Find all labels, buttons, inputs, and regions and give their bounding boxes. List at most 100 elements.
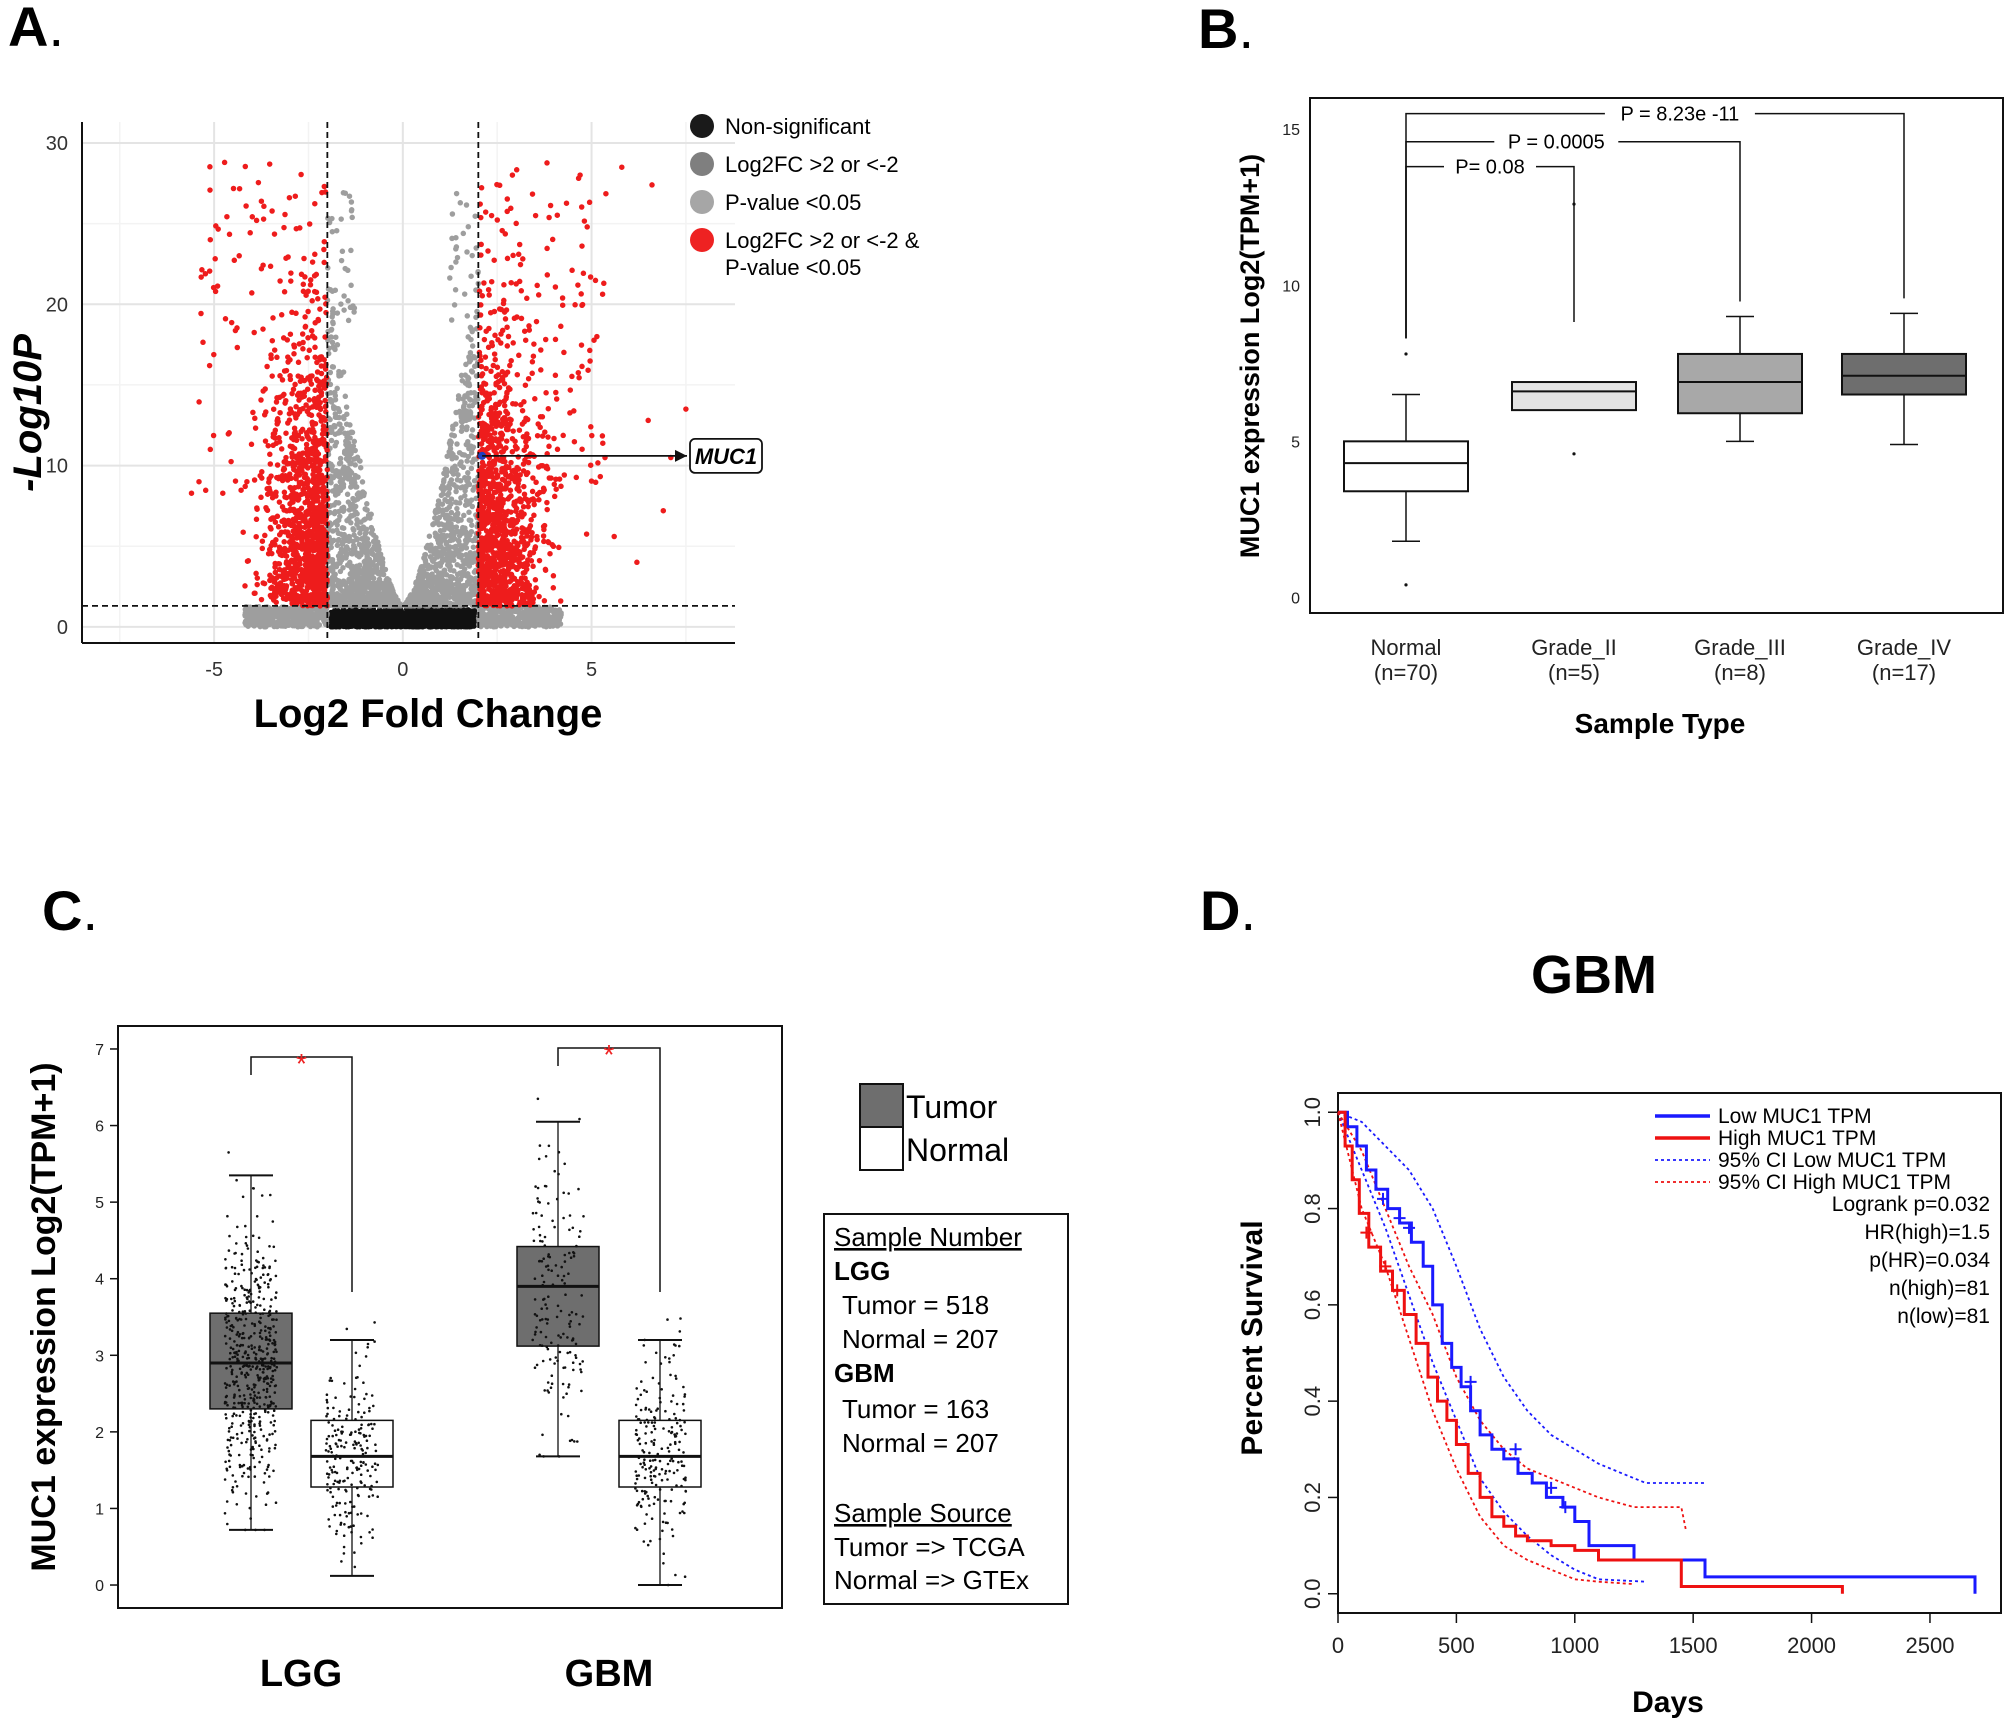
y-tick-label: 0 [95, 1578, 104, 1595]
box-gbm-normal [618, 1317, 702, 1587]
censor-mark [1393, 1212, 1406, 1225]
legend-swatch [859, 1083, 904, 1128]
plot-frame [1309, 97, 2004, 614]
censor-mark [1379, 1260, 1392, 1273]
y-tick-label: 0.0 [1300, 1578, 1325, 1609]
outlier-point [1404, 352, 1408, 356]
censor-mark [1403, 1221, 1416, 1234]
legend-label: High MUC1 TPM [1718, 1127, 1876, 1150]
iqr-box [1677, 352, 1803, 415]
x-tick-count: (n=8) [1714, 660, 1766, 685]
grade-boxplot: 0 5 10 15 Normal(n=70) Grade_II(n=5) Grade_III… [1235, 97, 2004, 739]
comparison-bracket: P= 0.08 [1405, 157, 1575, 339]
legend-swatch [859, 1126, 904, 1171]
outlier-point [1404, 583, 1408, 587]
survival-plot: GBM 0.0 0.2 0.4 0.6 0.8 1.0 0 500 1000 1500 2000 250… [1236, 945, 2002, 1719]
series-95-ci-high-lower [1337, 1112, 1635, 1585]
y-tick-label: 0.8 [1300, 1193, 1325, 1224]
p-value-label: P = 0.0005 [1508, 132, 1605, 154]
y-tick-label: 15 [1282, 122, 1300, 139]
y-tick-label: 4 [95, 1272, 104, 1289]
comparison-bracket: P = 8.23e -11 [1405, 104, 1905, 339]
x-axis-label: Sample Type [1575, 708, 1746, 739]
y-axis-label: Percent Survival [1236, 1220, 1269, 1455]
stat-label: n(high)=81 [1889, 1277, 1990, 1300]
muc1-label: MUC1 [695, 444, 757, 469]
jitter-points [531, 1097, 585, 1458]
x-tick-label: GBM [565, 1653, 654, 1695]
volcano-legend: Non-significant Log2FC >2 or <-2 P-value <… [690, 114, 920, 280]
x-axis-label: Days [1632, 1686, 1704, 1719]
iqr-box [516, 1245, 600, 1347]
y-tick-label: 0.6 [1300, 1290, 1325, 1321]
x-tick-label: 0 [397, 659, 408, 681]
x-tick-label: Normal [1371, 635, 1442, 660]
y-tick-label: 3 [95, 1348, 104, 1365]
plot-frame [117, 1025, 783, 1609]
censor-mark [1559, 1501, 1572, 1514]
iqr-box [618, 1419, 702, 1488]
significance-bracket: * [557, 1039, 661, 1292]
series-low-muc1-tpm [1338, 1110, 1977, 1594]
box-normal [1343, 352, 1469, 587]
legend-marker [690, 114, 714, 138]
x-tick-label: 2500 [1905, 1633, 1954, 1658]
y-tick-label: 6 [95, 1119, 104, 1136]
x-tick-label: LGG [260, 1653, 342, 1695]
box-lgg-normal [310, 1321, 394, 1577]
x-axis-label: Log2 Fold Change [254, 692, 603, 736]
x-tick-label: Grade_III [1694, 635, 1786, 660]
y-axis-label: MUC1 expression Log2(TPM+1) [1235, 154, 1265, 558]
censor-mark [1391, 1284, 1404, 1297]
box-gbm-tumor [516, 1097, 600, 1458]
info-lgg: LGG [834, 1256, 890, 1286]
panel-label-d: D. [1200, 879, 1257, 942]
y-tick-label: 0.4 [1300, 1386, 1325, 1417]
y-tick-label: 2 [95, 1425, 104, 1442]
legend-label: Log2FC >2 or <-2 [725, 152, 899, 177]
volcano-points [188, 159, 704, 630]
significance-bracket: * [250, 1048, 353, 1292]
censor-mark [1509, 1443, 1522, 1456]
y-tick-label: 10 [46, 456, 68, 478]
legend-label: 95% CI Low MUC1 TPM [1718, 1149, 1946, 1172]
stat-label: p(HR)=0.034 [1869, 1249, 1990, 1272]
x-tick-label: 0 [1332, 1633, 1344, 1658]
info-source-normal: Normal => GTEx [834, 1565, 1029, 1595]
y-tick-label: 0 [1291, 590, 1300, 607]
legend-marker [690, 190, 714, 214]
info-sample-number-title: Sample Number [834, 1222, 1022, 1252]
info-gbm-tumor: Tumor = 163 [842, 1394, 989, 1424]
iqr-box [1511, 381, 1637, 412]
p-value-label: P = 8.23e -11 [1620, 104, 1739, 126]
muc1-label-box [689, 437, 763, 474]
stat-label: Logrank p=0.032 [1832, 1193, 1990, 1216]
censor-mark [1376, 1192, 1389, 1205]
bracket-line [1405, 112, 1905, 339]
y-tick-label: 20 [46, 294, 68, 316]
muc1-arrowhead [675, 449, 687, 462]
y-tick-label: 0.2 [1300, 1482, 1325, 1513]
iqr-box [209, 1312, 293, 1410]
y-tick-label: 10 [1282, 278, 1300, 295]
series-95-ci-low-muc1-tpm [1337, 1111, 1705, 1484]
x-tick-count: (n=70) [1374, 660, 1438, 685]
series-95-ci-high-muc1-tpm [1337, 1111, 1687, 1532]
box-lgg-tumor [209, 1151, 293, 1532]
bracket-line [250, 1056, 353, 1292]
legend-label: Normal [906, 1132, 1009, 1168]
stat-label: HR(high)=1.5 [1865, 1221, 1990, 1244]
info-source-title: Sample Source [834, 1498, 1012, 1528]
tumor-normal-boxplot: 0 1 2 3 4 5 6 7 * * LGG GBM MUC1 expression Log2(TPM… [25, 1025, 1069, 1695]
x-tick-label: 2000 [1787, 1633, 1836, 1658]
legend-label: Non-significant [725, 114, 871, 139]
censor-mark [1545, 1481, 1558, 1494]
y-tick-label: 0 [57, 617, 68, 639]
x-tick-label: 1500 [1669, 1633, 1718, 1658]
iqr-box [310, 1419, 394, 1488]
y-tick-label: 5 [1291, 434, 1300, 451]
y-axis-label: MUC1 expression Log2(TPM+1) [25, 1062, 63, 1571]
censor-mark [1360, 1226, 1373, 1239]
x-tick-label: 1000 [1550, 1633, 1599, 1658]
